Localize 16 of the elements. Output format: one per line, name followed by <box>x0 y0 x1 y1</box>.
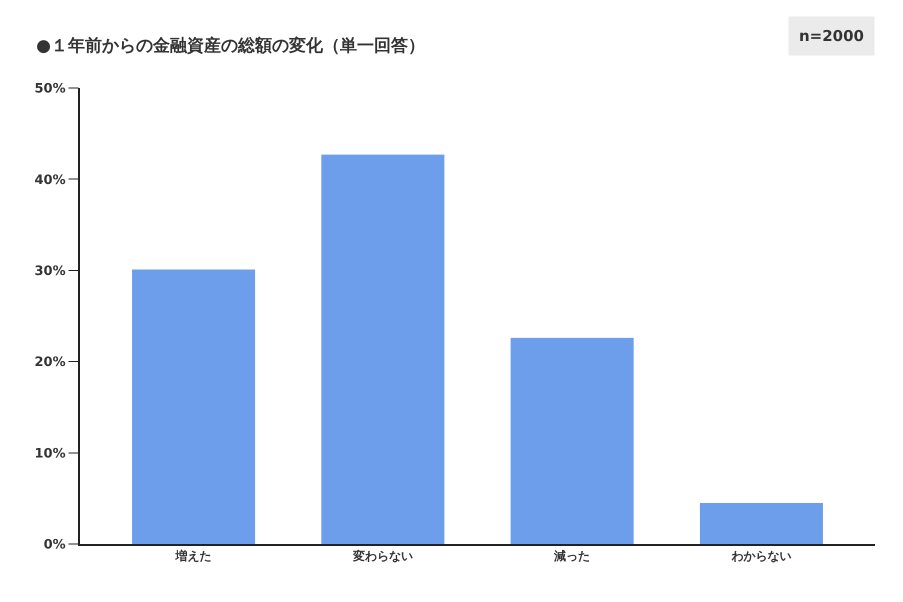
y-tick-label: 30% <box>34 264 66 279</box>
x-tick-label: 減った <box>553 549 590 564</box>
x-tick-label: 変わらない <box>352 549 413 564</box>
bar <box>510 338 634 544</box>
x-tick-label: 増えた <box>174 549 212 564</box>
y-tick-label: 10% <box>34 446 66 462</box>
text: n=2000 <box>799 27 864 45</box>
bar <box>321 154 444 544</box>
y-tick-label: 50% <box>34 82 66 97</box>
y-tick-label: 40% <box>34 172 66 188</box>
bar <box>132 269 256 544</box>
x-tick-label: わからない <box>730 549 792 564</box>
y-tick-label: 20% <box>34 355 66 370</box>
y-tick-label: 0% <box>44 538 66 553</box>
bar <box>700 502 823 544</box>
chart-title: ●１年前からの金融資産の総額の変化（単一回答） <box>36 36 425 56</box>
